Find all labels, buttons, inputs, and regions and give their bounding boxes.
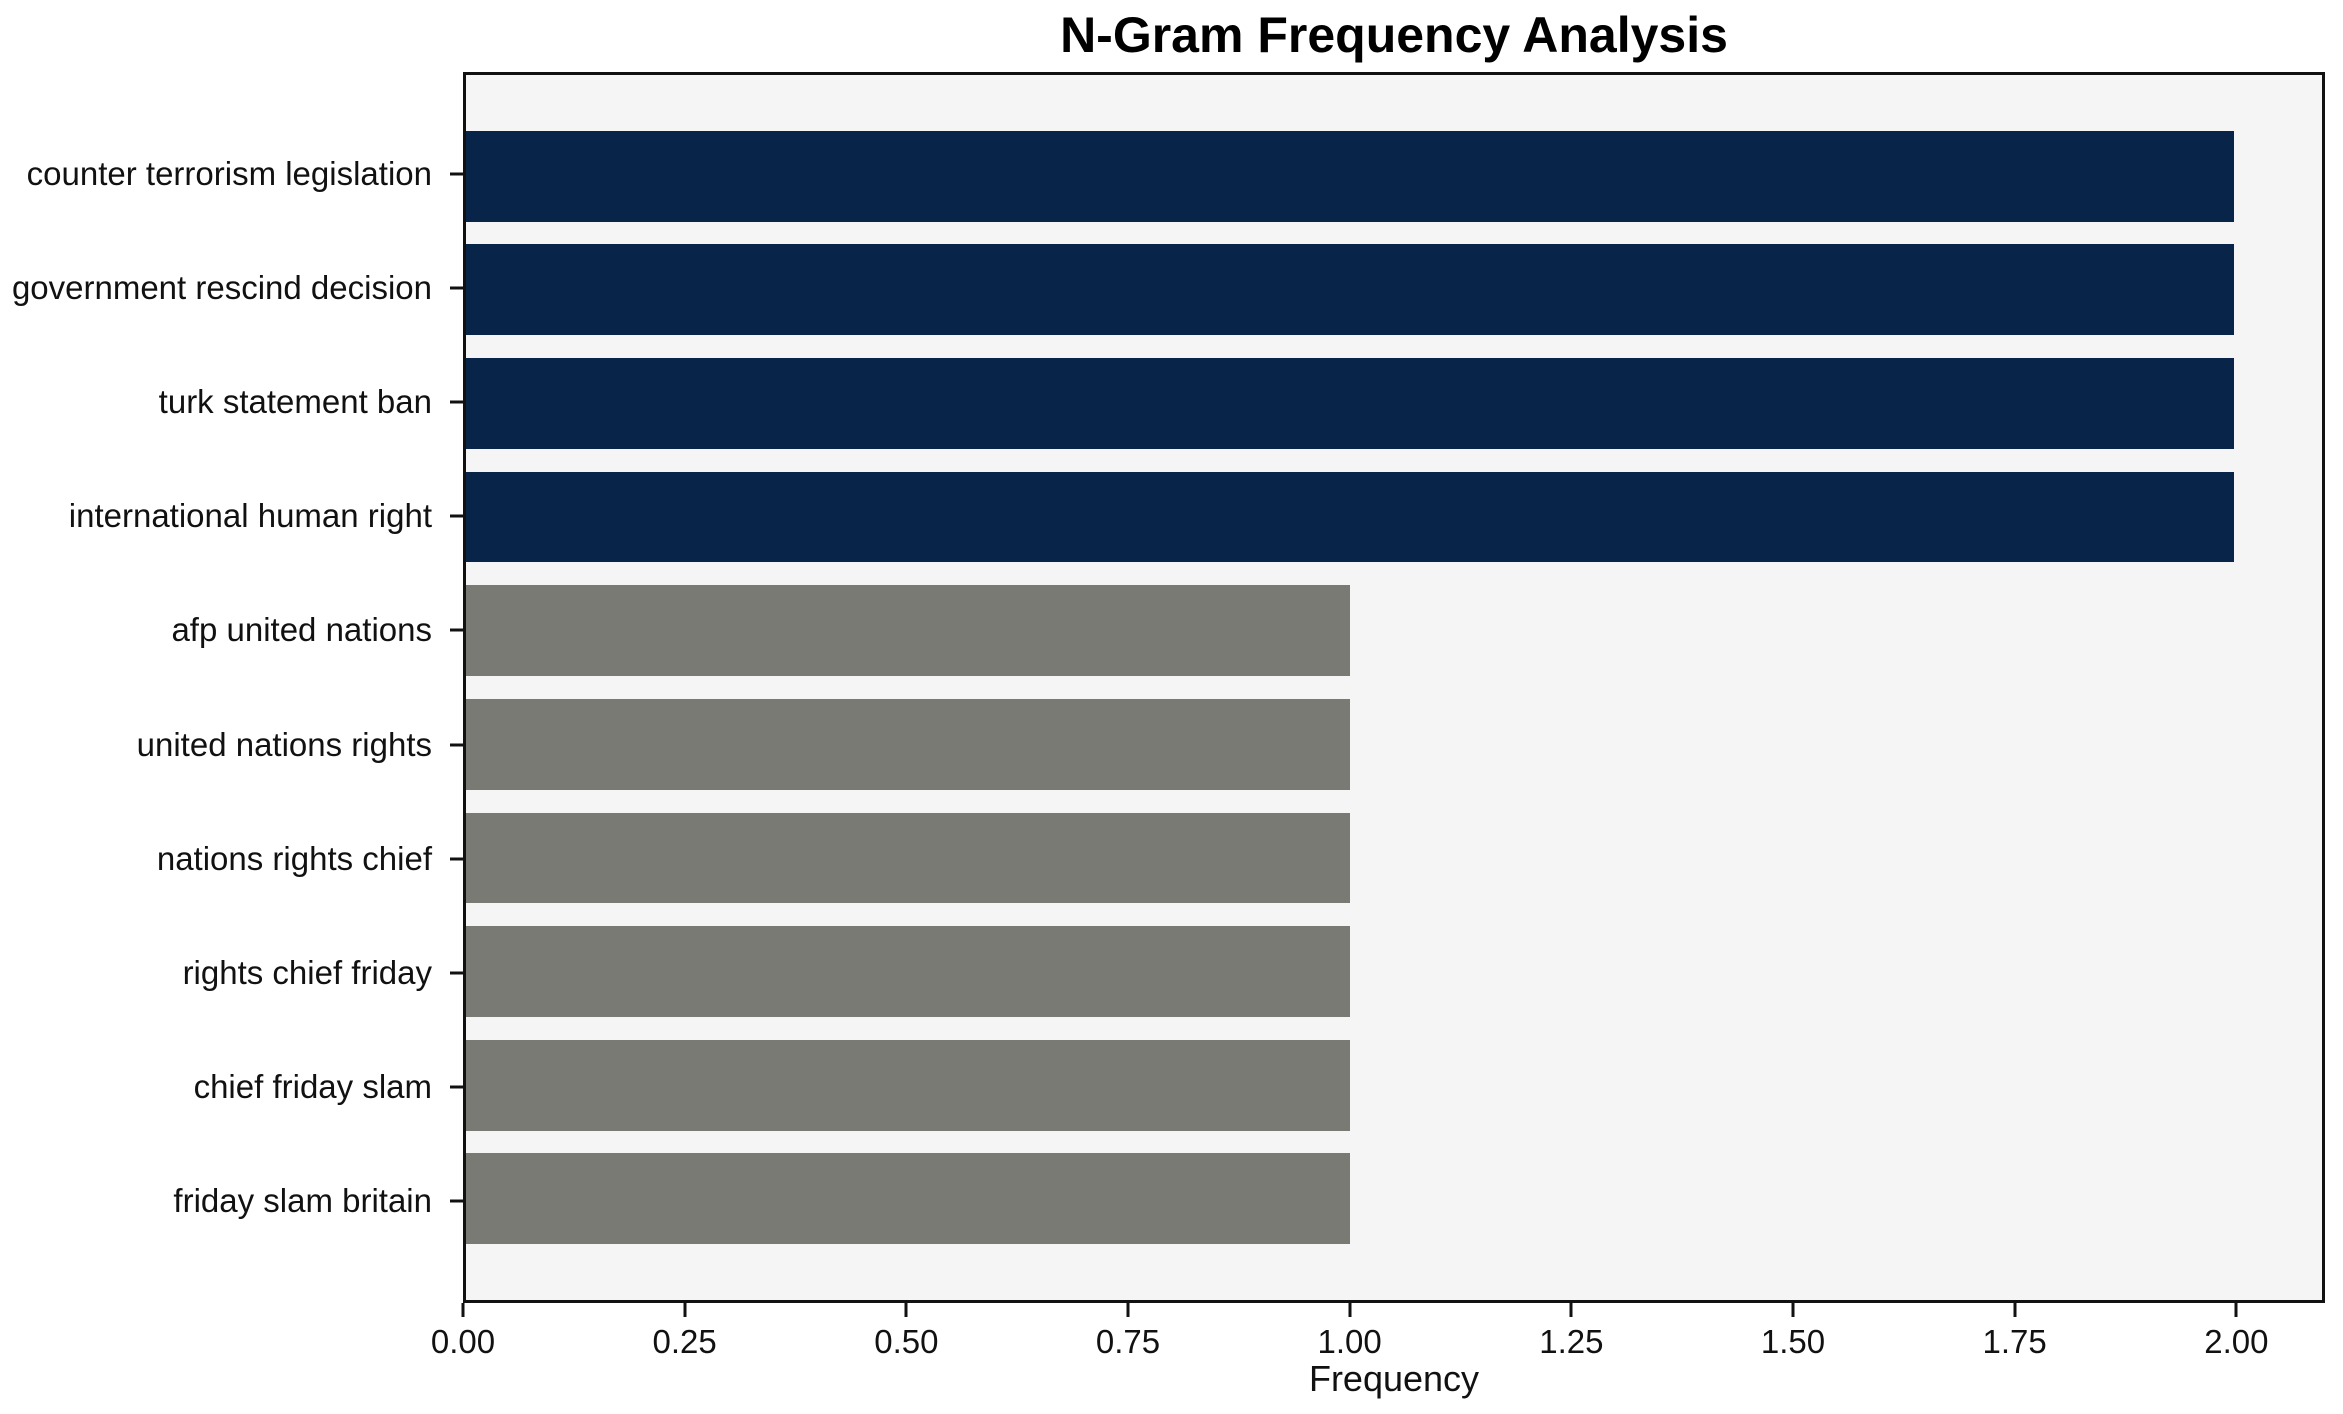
x-tick-label: 0.25: [652, 1323, 717, 1360]
bar-chief-friday-slam: [466, 1039, 1350, 1131]
bar-rights-chief-friday: [466, 926, 1350, 1018]
y-tick-label: friday slam britain: [173, 1182, 432, 1220]
bar-government-rescind-decision: [466, 244, 2234, 336]
plot-area: [463, 72, 2325, 1303]
chart-title: N-Gram Frequency Analysis: [1060, 7, 1728, 63]
y-tick-mark: [450, 1085, 463, 1089]
y-tick-mark: [450, 743, 463, 747]
x-axis-ticks: 0.00 0.25 0.50 0.75 1.00 1.25 1.50 1.75 2.00: [431, 1303, 2325, 1373]
bars-container: [466, 75, 2322, 1300]
y-tick-mark: [450, 1199, 463, 1203]
bar-friday-slam-britain: [466, 1153, 1350, 1245]
bar-international-human-right: [466, 471, 2234, 563]
x-tick-label: 0.00: [430, 1323, 496, 1360]
y-axis-ticks: [448, 72, 463, 1303]
x-tick-mark: [461, 1303, 465, 1317]
y-tick-label: rights chief friday: [182, 953, 432, 991]
y-tick-label: counter terrorism legislation: [26, 154, 432, 192]
y-tick-mark: [450, 400, 463, 404]
y-tick-mark: [450, 971, 463, 975]
y-tick-label: government rescind decision: [11, 268, 432, 306]
x-tick-mark: [1569, 1303, 1573, 1317]
x-tick-mark: [1126, 1303, 1130, 1317]
bar-counter-terrorism-legislation: [466, 130, 2234, 222]
y-tick-mark: [450, 628, 463, 632]
x-tick-mark: [683, 1303, 687, 1317]
bar-nations-rights-chief: [466, 812, 1350, 904]
bar-afp-united-nations: [466, 585, 1350, 677]
x-tick-mark: [1348, 1303, 1352, 1317]
y-tick-label: international human right: [68, 497, 432, 535]
x-tick-mark: [2013, 1303, 2017, 1317]
x-tick-label: 1.00: [1317, 1323, 1382, 1360]
y-tick-label: afp united nations: [171, 611, 432, 649]
y-tick-mark: [450, 857, 463, 861]
x-tick-label: 1.25: [1539, 1323, 1604, 1360]
x-axis-label: Frequency: [1308, 1358, 1480, 1399]
y-tick-label: chief friday slam: [193, 1068, 432, 1106]
x-tick-label: 1.50: [1760, 1323, 1826, 1360]
x-tick-mark: [1791, 1303, 1795, 1317]
bar-turk-statement-ban: [466, 357, 2234, 449]
bar-united-nations-rights: [466, 698, 1350, 790]
y-tick-label: turk statement ban: [158, 383, 432, 421]
y-tick-mark: [450, 514, 463, 518]
x-tick-mark: [904, 1303, 908, 1317]
x-tick-mark: [2234, 1303, 2238, 1317]
x-tick-label: 0.75: [1095, 1323, 1161, 1360]
y-tick-mark: [450, 286, 463, 290]
y-tick-mark: [450, 172, 463, 176]
y-tick-label: united nations rights: [136, 725, 432, 763]
y-tick-label: nations rights chief: [156, 839, 432, 877]
x-tick-label: 1.75: [1982, 1323, 2047, 1360]
x-tick-label: 0.50: [874, 1323, 939, 1360]
y-axis-labels: counter terrorism legislation government …: [0, 72, 432, 1303]
x-tick-label: 2.00: [2204, 1323, 2269, 1360]
